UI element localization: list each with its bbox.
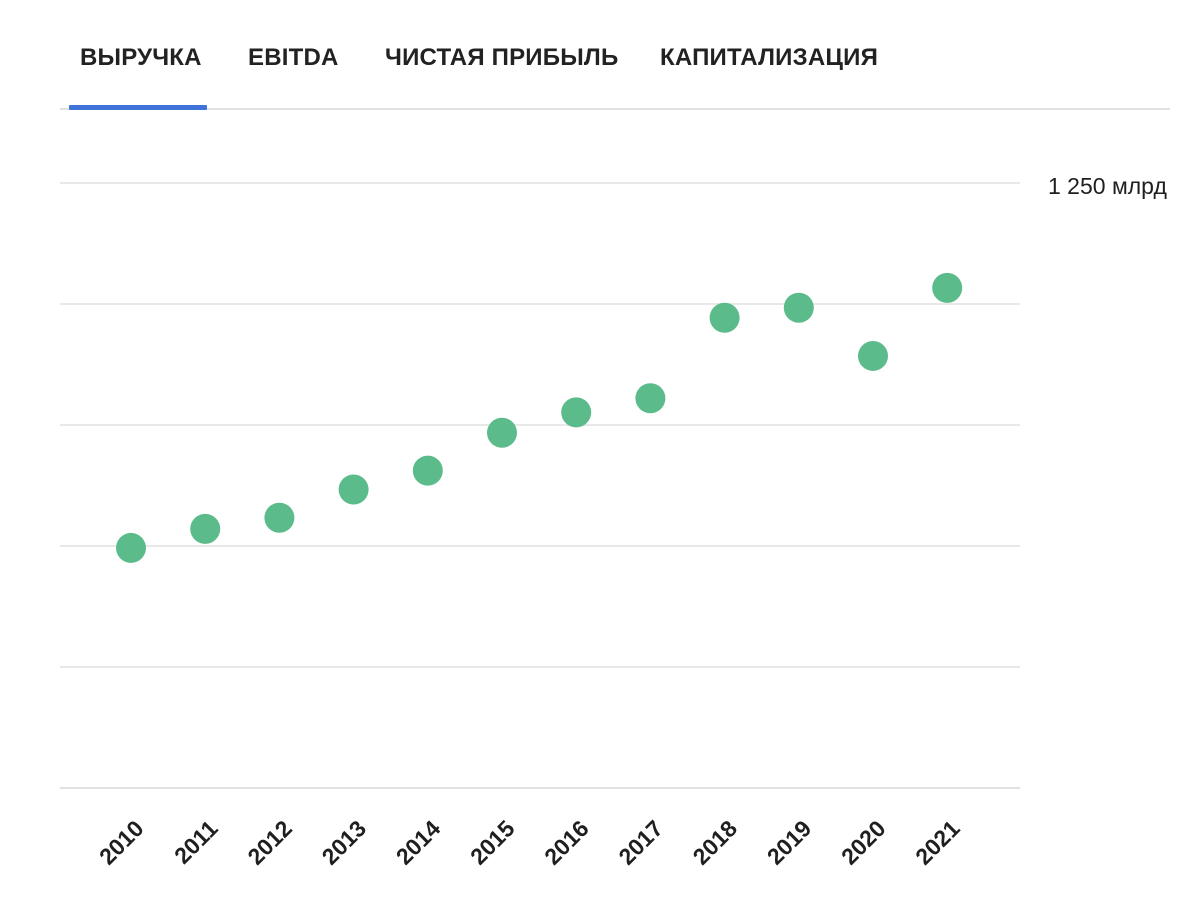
x-tick-label: 2018 bbox=[688, 815, 743, 870]
tab-bar: ВЫРУЧКА EBITDA ЧИСТАЯ ПРИБЫЛЬ КАПИТАЛИЗА… bbox=[60, 0, 1170, 110]
y-axis-top-label: 1 250 млрд bbox=[1048, 173, 1167, 199]
data-point-2021[interactable] bbox=[932, 272, 963, 303]
grid-lines bbox=[60, 182, 1020, 789]
data-point-2019[interactable] bbox=[783, 292, 814, 323]
data-point-2020[interactable] bbox=[858, 340, 888, 371]
data-point-2017[interactable] bbox=[635, 383, 666, 414]
active-tab-indicator bbox=[69, 105, 207, 110]
x-tick-label: 2014 bbox=[391, 815, 446, 870]
tab-net-profit[interactable]: ЧИСТАЯ ПРИБЫЛЬ bbox=[385, 44, 619, 71]
x-tick-label: 2013 bbox=[317, 815, 372, 870]
tab-revenue[interactable]: ВЫРУЧКА bbox=[80, 44, 202, 71]
tab-capitalization[interactable]: КАПИТАЛИЗАЦИЯ bbox=[660, 44, 879, 71]
x-tick-label: 2021 bbox=[910, 815, 965, 870]
x-tick-label: 2011 bbox=[169, 815, 223, 869]
x-tick-label: 2017 bbox=[613, 815, 668, 870]
x-tick-label: 2020 bbox=[836, 815, 891, 870]
data-point-2010[interactable] bbox=[116, 532, 146, 563]
tab-ebitda[interactable]: EBITDA bbox=[248, 44, 339, 71]
x-tick-label: 2016 bbox=[539, 815, 594, 870]
data-point-2013[interactable] bbox=[338, 474, 369, 505]
data-point-2016[interactable] bbox=[561, 397, 592, 428]
data-point-2018[interactable] bbox=[709, 302, 740, 333]
x-axis-ticks: 2010 2011 2012 2013 2014 2015 2016 2017 2018 2019… bbox=[94, 815, 965, 870]
data-point-2011[interactable] bbox=[190, 513, 221, 544]
x-tick-label: 2010 bbox=[94, 815, 149, 870]
x-tick-label: 2012 bbox=[242, 815, 297, 870]
data-point-2014[interactable] bbox=[412, 455, 443, 486]
data-point-2012[interactable] bbox=[264, 502, 295, 533]
x-tick-label: 2019 bbox=[762, 815, 817, 870]
data-point-2015[interactable] bbox=[487, 417, 517, 448]
data-points bbox=[116, 272, 963, 563]
x-tick-label: 2015 bbox=[465, 815, 520, 870]
